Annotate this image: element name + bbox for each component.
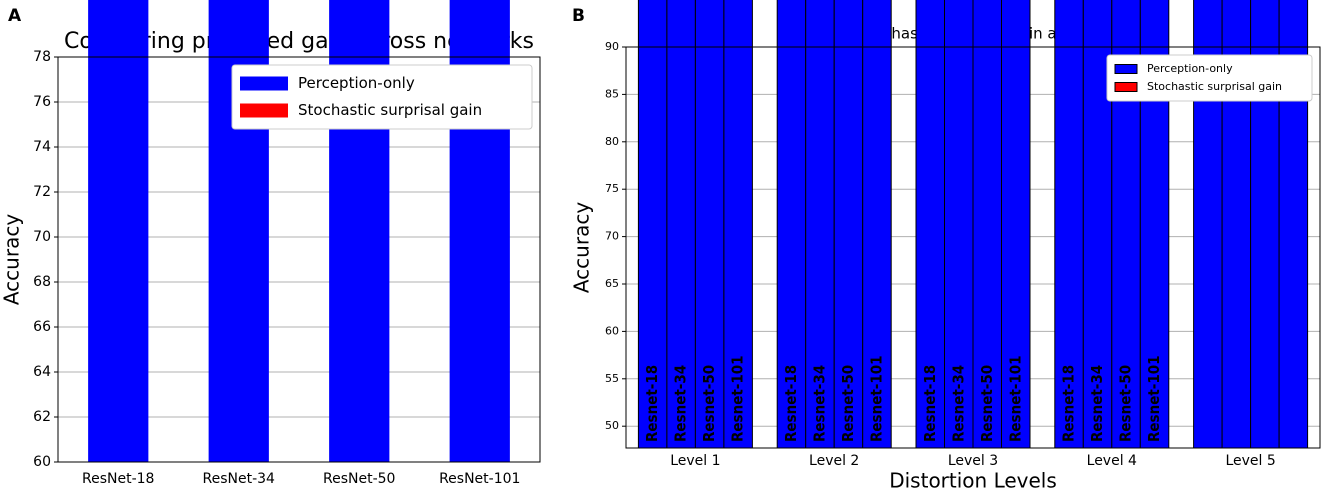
- y-tick-label: 62: [33, 409, 51, 425]
- y-tick-label: 76: [33, 94, 51, 110]
- bar-segment: [972, 0, 1002, 449]
- legend-box: [231, 64, 533, 130]
- y-tick-label: 64: [33, 364, 51, 380]
- bar-label: Resnet-50: [1117, 365, 1135, 442]
- bar-label: Resnet-18: [643, 365, 661, 442]
- legend-box: [1106, 54, 1313, 102]
- plot-frame: [625, 46, 1321, 449]
- legend-label: Perception-only: [1147, 62, 1233, 75]
- y-tick-label: 70: [605, 230, 619, 243]
- bar-label: Resnet-34: [810, 365, 828, 442]
- bar-label: Resnet-50: [839, 365, 857, 442]
- x-tick-label: Level 3: [948, 453, 998, 469]
- legend-swatch: [1114, 82, 1138, 92]
- bar-label: Resnet-50: [978, 365, 996, 442]
- x-axis-label: Distortion Levels: [889, 469, 1057, 493]
- bar-segment: [862, 0, 892, 449]
- bar-segment: [833, 0, 864, 449]
- y-tick-label: 66: [33, 319, 51, 335]
- y-tick-label: 60: [605, 324, 619, 337]
- bar-segment: [805, 0, 835, 449]
- legend-swatch: [1114, 64, 1138, 74]
- y-tick-label: 60: [33, 454, 51, 470]
- y-tick-label: 80: [605, 135, 619, 148]
- y-tick-label: 75: [605, 182, 619, 195]
- y-tick-label: 70: [33, 229, 51, 245]
- legend: Perception-only Stochastic surprisal gain: [1106, 54, 1313, 102]
- bar-segment: [88, 0, 149, 462]
- x-tick-label: ResNet-101: [439, 471, 520, 487]
- bar-segment: [776, 0, 807, 449]
- plot-frame: [57, 56, 541, 463]
- bar-label: Resnet-101: [1145, 355, 1163, 442]
- bar-segment: [1054, 0, 1084, 449]
- legend-swatch: [240, 103, 288, 118]
- y-tick-label: 72: [33, 184, 51, 200]
- x-tick-label: ResNet-34: [203, 471, 276, 487]
- legend-label: Perception-only: [298, 74, 415, 92]
- bar-label: Resnet-101: [729, 355, 747, 442]
- bar-segment: [666, 0, 696, 449]
- y-tick-label: 90: [605, 40, 619, 53]
- x-tick-label: Level 2: [809, 453, 859, 469]
- y-tick-label: 74: [33, 139, 51, 155]
- bar-label: Resnet-34: [949, 365, 967, 442]
- y-tick-label: 65: [605, 277, 619, 290]
- y-tick-label: 68: [33, 274, 51, 290]
- bar-segment: [915, 0, 945, 449]
- x-tick-label: ResNet-50: [323, 471, 395, 487]
- x-tick-label: Level 4: [1087, 453, 1137, 469]
- x-tick-label: ResNet-18: [82, 471, 154, 487]
- bar-label: Resnet-18: [921, 365, 939, 442]
- y-axis-label: Accuracy: [0, 214, 24, 305]
- y-tick-label: 78: [33, 49, 51, 65]
- y-tick-label: 55: [605, 372, 619, 385]
- x-tick-label: Level 1: [670, 453, 720, 469]
- legend: Perception-only Stochastic surprisal gain: [231, 64, 533, 130]
- bar-label: Resnet-101: [867, 355, 885, 442]
- bar-label: Resnet-34: [1088, 365, 1106, 442]
- bar-label: Resnet-101: [1006, 355, 1024, 442]
- bar-label: Resnet-34: [672, 365, 690, 442]
- panel-label: B: [572, 6, 585, 26]
- legend-label: Stochastic surprisal gain: [1147, 80, 1282, 93]
- bar-label: Resnet-50: [700, 365, 718, 442]
- y-tick-label: 85: [605, 87, 619, 100]
- bar-label: Resnet-18: [1060, 365, 1078, 442]
- y-axis-label: Accuracy: [570, 202, 594, 293]
- x-tick-label: Level 5: [1225, 453, 1275, 469]
- bar-label: Resnet-18: [782, 365, 800, 442]
- y-tick-label: 50: [605, 419, 619, 432]
- panel-label: A: [8, 6, 22, 26]
- legend-swatch: [240, 76, 288, 91]
- legend-label: Stochastic surprisal gain: [298, 101, 482, 119]
